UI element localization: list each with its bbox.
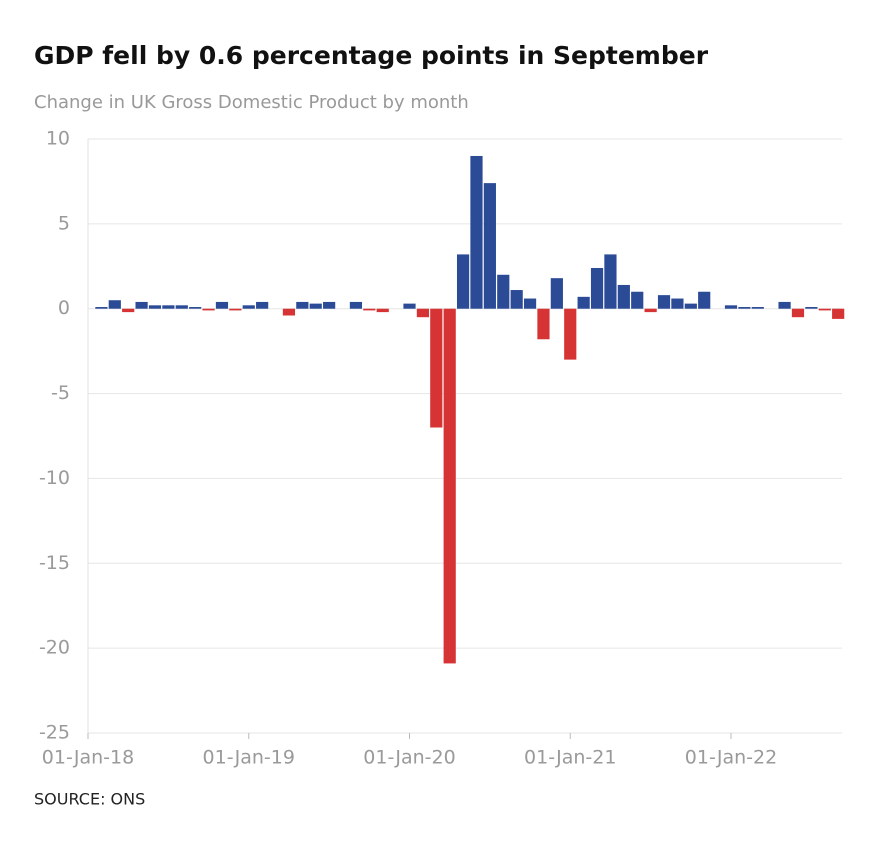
- bar: [738, 307, 751, 309]
- bar: [818, 308, 831, 311]
- bar: [242, 305, 255, 309]
- bar: [617, 284, 630, 309]
- bar: [510, 290, 523, 309]
- bar: [363, 308, 376, 311]
- bar: [805, 307, 818, 309]
- bar: [657, 295, 671, 309]
- bar: [470, 155, 483, 309]
- bar: [135, 301, 148, 309]
- bar: [162, 305, 175, 309]
- chart-subtitle: Change in UK Gross Domestic Product by m…: [34, 92, 469, 113]
- bar: [202, 308, 215, 311]
- y-tick-label: -25: [39, 722, 70, 744]
- bar: [296, 301, 309, 309]
- x-tick-label: 01-Jan-18: [42, 747, 134, 769]
- bar: [832, 308, 845, 319]
- y-tick-label: -5: [51, 382, 70, 404]
- bar: [95, 307, 108, 309]
- bar: [537, 308, 550, 340]
- bar: [631, 291, 644, 309]
- x-tick-label: 01-Jan-22: [685, 747, 777, 769]
- bar: [108, 300, 121, 309]
- bar: [416, 308, 429, 318]
- bar: [564, 308, 577, 360]
- bar: [497, 274, 510, 309]
- bar: [791, 308, 805, 318]
- bar: [256, 301, 269, 309]
- bar: [724, 305, 738, 309]
- bar: [550, 278, 563, 309]
- bar: [175, 305, 188, 309]
- bar: [671, 298, 684, 309]
- bar: [644, 308, 657, 313]
- bar: [604, 254, 617, 309]
- bar: [229, 308, 242, 311]
- y-tick-label: -20: [39, 637, 70, 659]
- bar: [349, 301, 363, 309]
- y-tick-label: 5: [58, 212, 70, 234]
- bar: [523, 298, 537, 309]
- bar: [456, 254, 470, 309]
- bar: [122, 308, 135, 313]
- x-tick-label: 01-Jan-19: [203, 747, 295, 769]
- bar: [443, 308, 456, 664]
- bar: [778, 301, 791, 309]
- bar: [323, 301, 336, 309]
- chart-title: GDP fell by 0.6 percentage points in Sep…: [34, 41, 709, 70]
- bar: [189, 307, 202, 309]
- x-tick-label: 01-Jan-20: [363, 747, 455, 769]
- bar: [148, 305, 162, 309]
- y-tick-label: -10: [39, 467, 70, 489]
- bar: [590, 267, 604, 309]
- bar: [309, 303, 322, 309]
- bar: [430, 308, 443, 428]
- bar: [698, 291, 711, 309]
- bar: [403, 303, 416, 309]
- bar: [684, 303, 697, 309]
- bar: [376, 308, 389, 313]
- y-tick-label: -15: [39, 552, 70, 574]
- y-tick-label: 0: [58, 297, 70, 319]
- x-tick-label: 01-Jan-21: [524, 747, 616, 769]
- y-tick-label: 10: [46, 128, 70, 150]
- bar: [215, 301, 229, 309]
- bar: [577, 296, 590, 309]
- bar: [751, 307, 764, 309]
- bar: [282, 308, 296, 316]
- bar: [483, 183, 496, 309]
- source: SOURCE: ONS: [34, 790, 145, 809]
